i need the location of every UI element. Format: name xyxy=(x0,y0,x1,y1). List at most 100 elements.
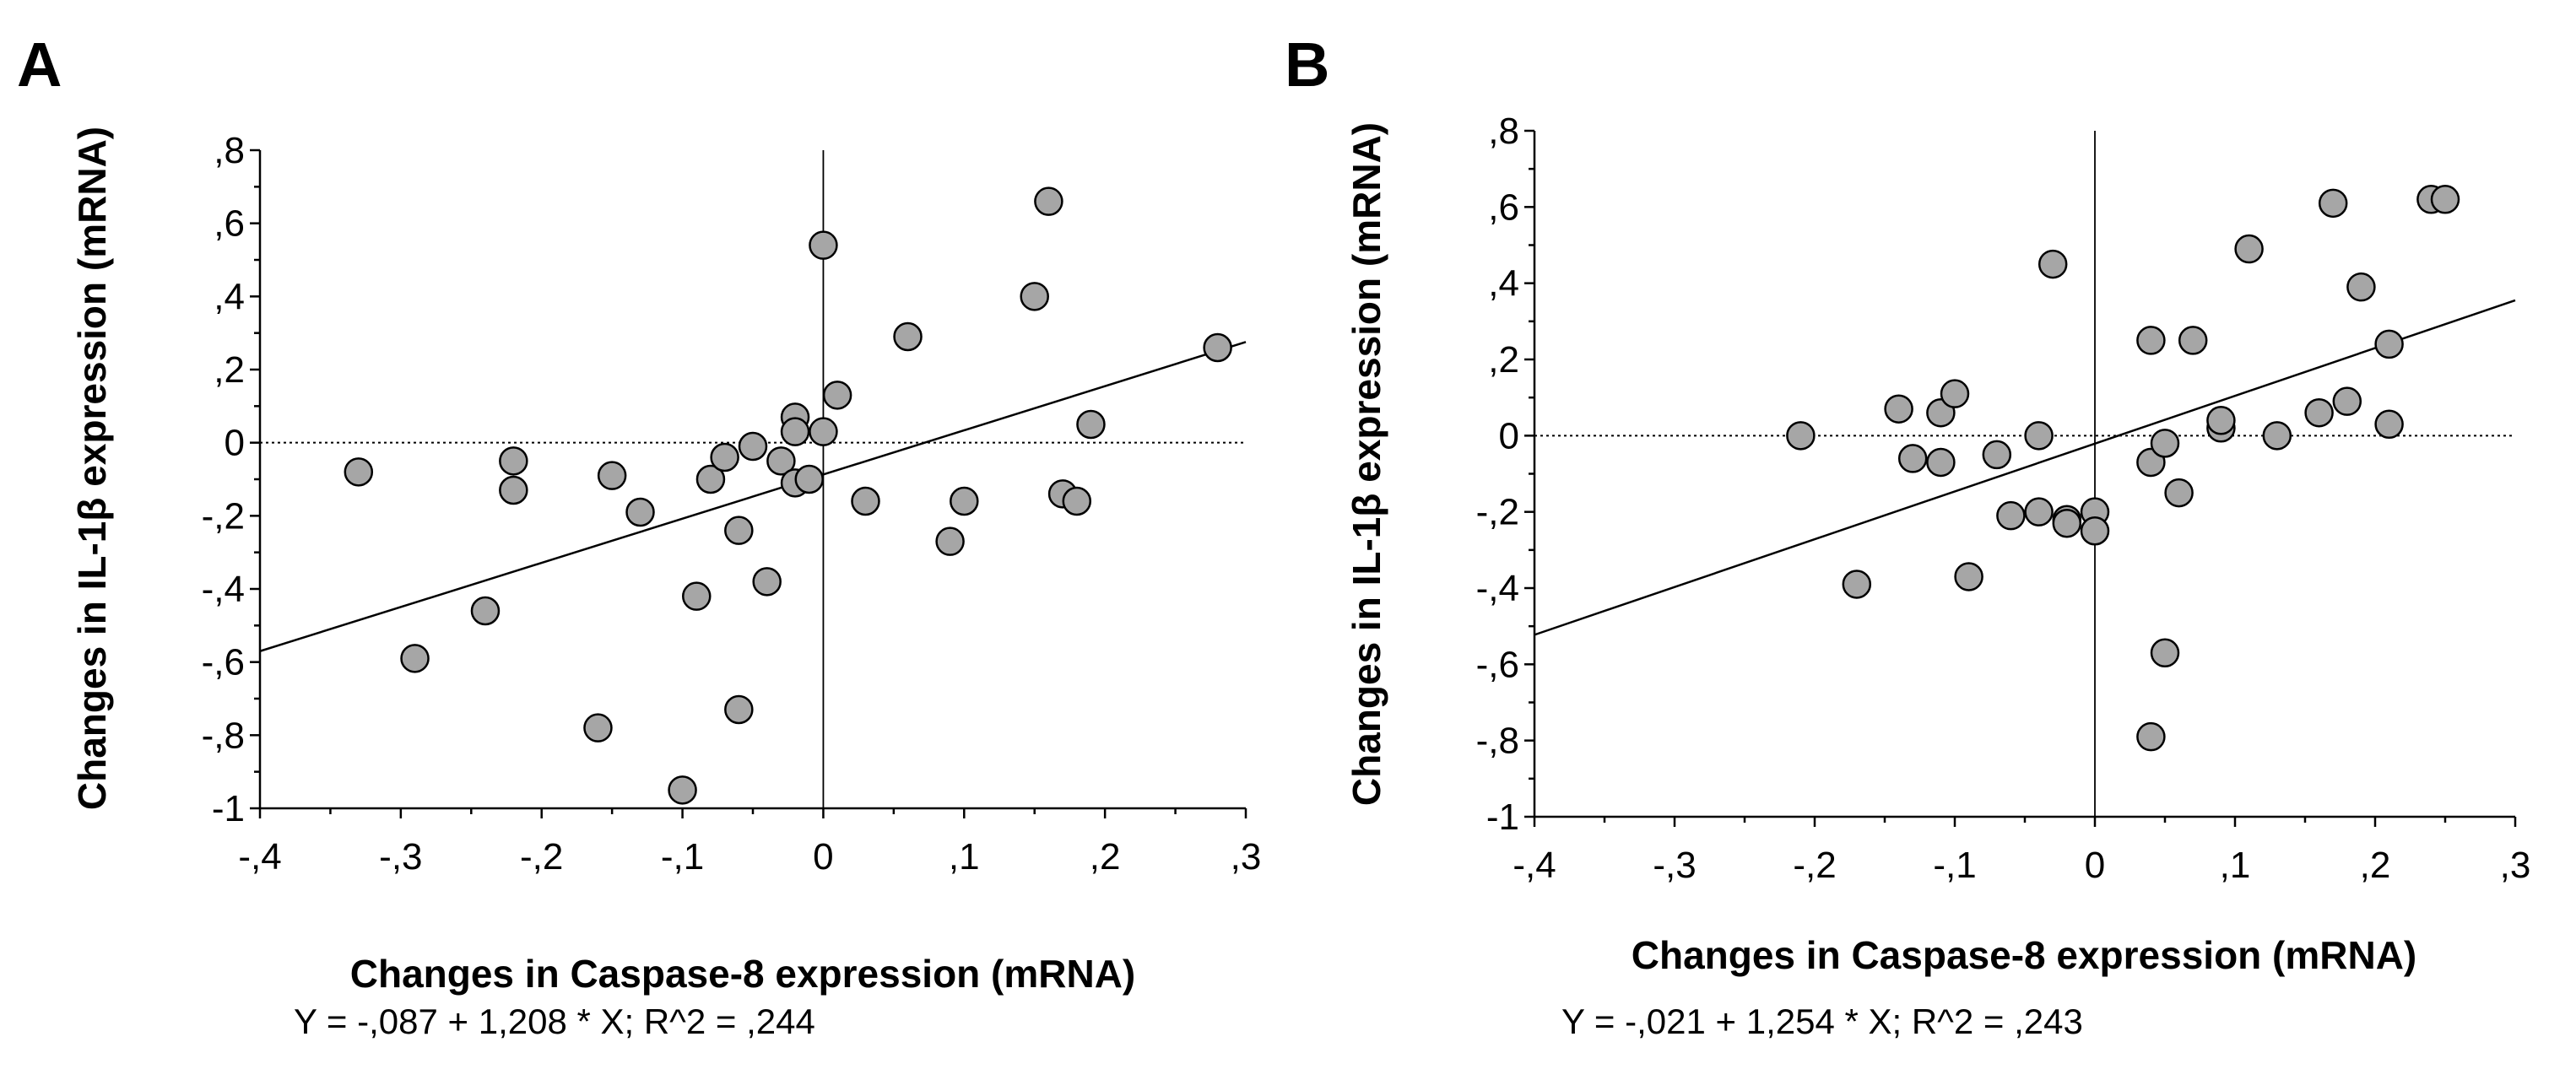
data-point xyxy=(2346,272,2376,302)
panel-letter: B xyxy=(1285,30,1329,100)
data-point xyxy=(625,497,655,527)
x-tick-label: -,1 xyxy=(1933,845,1976,886)
data-point xyxy=(2430,185,2460,214)
x-tick-label: 0 xyxy=(2085,845,2105,886)
y-tick-label: -,4 xyxy=(1476,568,1519,609)
y-tick-label: ,4 xyxy=(1488,263,1519,305)
data-point xyxy=(780,417,810,446)
data-point xyxy=(809,417,838,446)
x-tick-label: ,2 xyxy=(2360,845,2391,886)
data-point xyxy=(2150,638,2180,668)
data-point xyxy=(2374,329,2404,359)
data-point xyxy=(724,694,754,725)
x-tick-label: ,1 xyxy=(2220,845,2251,886)
data-point xyxy=(724,516,754,545)
data-point xyxy=(794,464,824,494)
plot-area: ,8 ,6 ,4 ,2 0 -,2 -,4 -,6 -,8 -1 -,4 -,3 -,2 -,1 0 ,1 ,2… xyxy=(1476,111,2531,886)
data-point xyxy=(1203,332,1232,363)
x-tick-label: -,3 xyxy=(379,836,422,878)
x-tick-label: -,2 xyxy=(1793,845,1836,886)
data-point xyxy=(1926,447,1956,478)
y-tick-label: -,8 xyxy=(1476,721,1519,762)
y-axis-title: Changes in IL-1β expression (mRNA) xyxy=(1345,122,1388,806)
y-tick-label: -,8 xyxy=(202,715,245,756)
y-tick-label: -,2 xyxy=(202,495,245,537)
plot-area: ,8 ,6 ,4 ,2 0 -,2 -,4 -,6 -,8 -1 -,4 -,3 -,2 -,1 0 ,1 ,2… xyxy=(202,130,1262,878)
data-point xyxy=(1982,440,2012,470)
y-tick-label: -,6 xyxy=(202,642,245,683)
panel-b: B Changes in IL-1β expression (mRNA) Cha… xyxy=(1285,30,2530,1041)
data-point xyxy=(499,446,528,476)
data-point xyxy=(2332,386,2362,416)
data-point xyxy=(2038,249,2068,279)
data-point xyxy=(597,461,627,490)
data-point xyxy=(851,486,880,516)
x-tick-label: ,3 xyxy=(2500,845,2531,886)
panel-letter: A xyxy=(17,30,62,100)
regression-line xyxy=(259,341,1247,652)
x-axis-title: Changes in Caspase-8 expression (mRNA) xyxy=(1632,933,2417,977)
y-tick-label: -1 xyxy=(212,788,245,829)
data-point xyxy=(1842,570,1872,599)
data-point xyxy=(682,581,712,611)
regression-equation: Y = -,021 + 1,254 * X; R^2 = ,243 xyxy=(1561,1002,2083,1041)
data-point xyxy=(2206,406,2236,435)
x-tick-label: -,4 xyxy=(238,836,281,878)
data-point xyxy=(668,775,697,805)
data-point xyxy=(344,457,374,487)
data-point xyxy=(695,464,726,494)
data-point xyxy=(1020,282,1049,311)
regression-equation: Y = -,087 + 1,208 * X; R^2 = ,244 xyxy=(294,1002,815,1041)
data-point xyxy=(822,381,852,410)
data-point xyxy=(1940,379,1970,408)
data-point xyxy=(2234,234,2264,264)
data-point xyxy=(752,567,782,597)
x-tick-label: ,3 xyxy=(1231,836,1262,878)
y-tick-label: ,6 xyxy=(214,203,245,245)
data-point xyxy=(400,644,430,673)
data-point xyxy=(766,446,796,476)
data-point xyxy=(1076,409,1106,440)
y-tick-label: ,4 xyxy=(214,276,245,317)
y-tick-label: ,2 xyxy=(214,349,245,391)
data-point xyxy=(2318,188,2348,219)
x-tick-label: ,1 xyxy=(949,836,980,878)
data-point xyxy=(499,475,528,505)
data-point xyxy=(2374,409,2404,440)
data-point xyxy=(2052,508,2082,538)
data-point xyxy=(1884,394,1913,424)
x-tick-label: -,4 xyxy=(1513,845,1556,886)
y-tick-label: -,2 xyxy=(1476,492,1519,533)
y-tick-label: 0 xyxy=(225,423,245,464)
data-point xyxy=(2136,721,2166,752)
y-tick-label: -,6 xyxy=(1476,644,1519,685)
x-tick-label: -,3 xyxy=(1653,845,1696,886)
data-point xyxy=(2024,497,2054,526)
data-point xyxy=(1786,421,1816,451)
x-tick-label: -,1 xyxy=(661,836,704,878)
data-point xyxy=(2136,326,2166,355)
data-point xyxy=(1996,500,2026,531)
data-point xyxy=(809,230,838,260)
y-tick-label: ,8 xyxy=(1488,111,1519,152)
data-point xyxy=(738,431,768,462)
data-point xyxy=(2164,478,2194,508)
x-tick-label: ,2 xyxy=(1090,836,1121,878)
x-tick-label: -,2 xyxy=(520,836,563,878)
regression-line xyxy=(1534,299,2516,636)
y-tick-label: ,2 xyxy=(1488,339,1519,381)
data-point xyxy=(2150,429,2180,458)
data-point xyxy=(1897,444,1928,473)
data-point xyxy=(1954,562,1983,591)
x-tick-label: 0 xyxy=(813,836,833,878)
data-point xyxy=(1034,186,1063,216)
data-point xyxy=(1062,486,1092,516)
data-point xyxy=(710,442,739,472)
data-point xyxy=(893,321,923,352)
y-tick-label: ,8 xyxy=(214,130,245,171)
data-point xyxy=(2178,326,2208,355)
x-axis-title: Changes in Caspase-8 expression (mRNA) xyxy=(350,952,1136,996)
data-point xyxy=(2262,421,2292,451)
y-tick-label: 0 xyxy=(1499,415,1519,456)
